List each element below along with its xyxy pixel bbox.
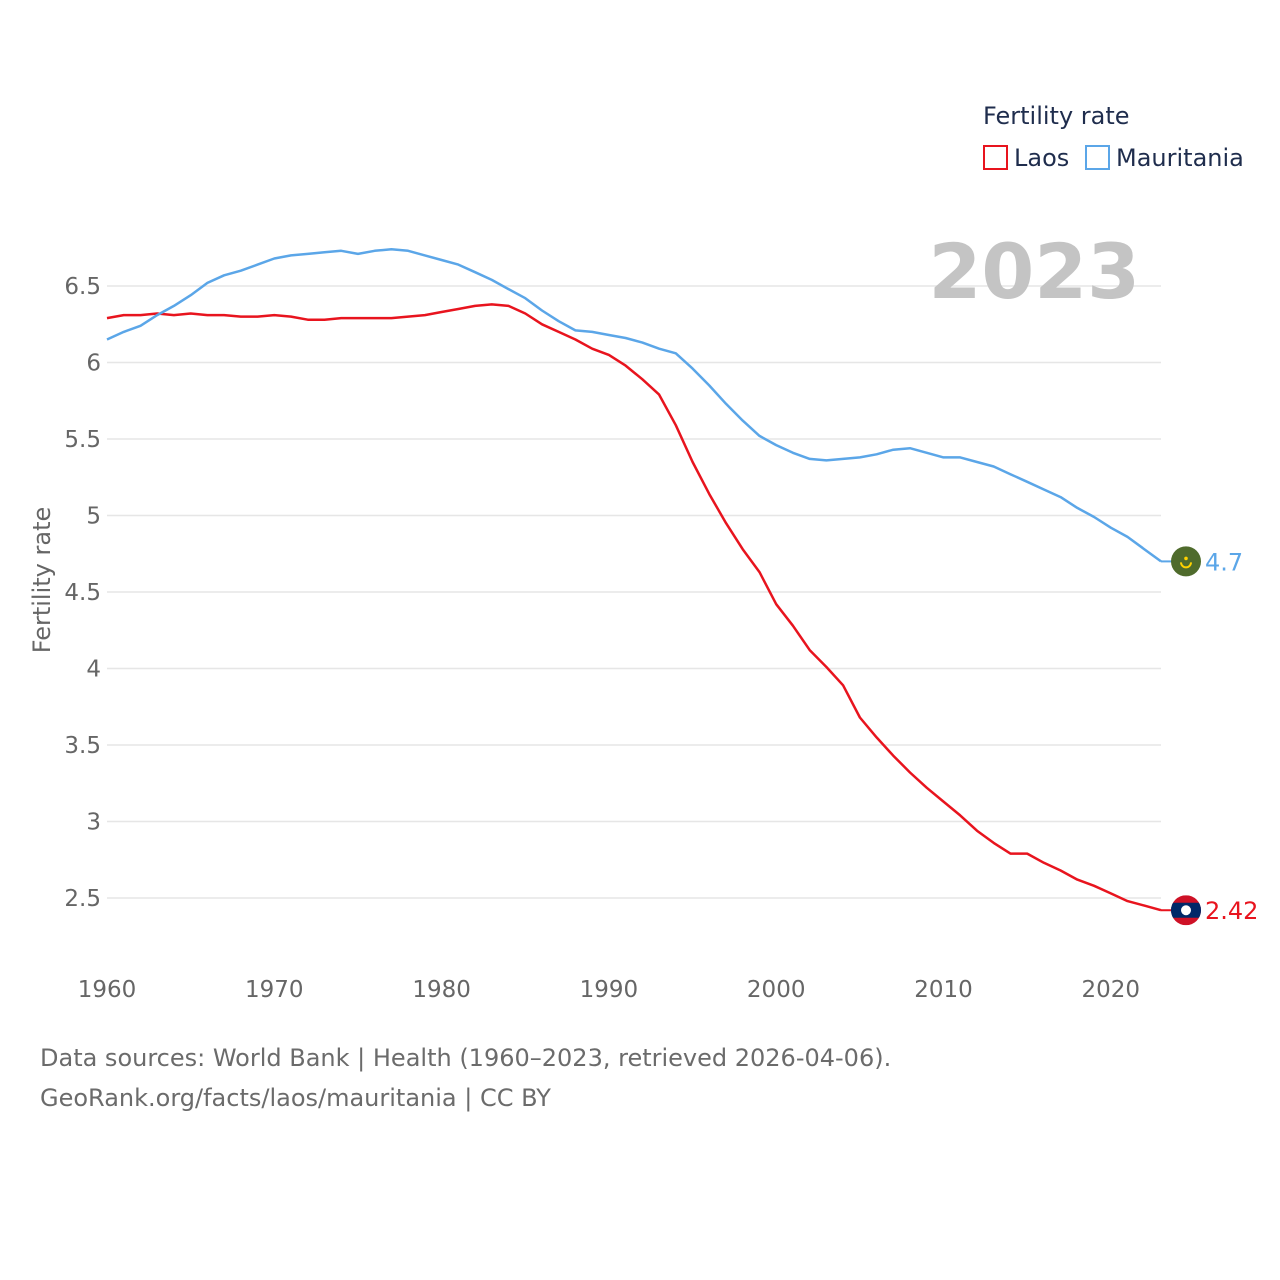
y-tick-label: 5.5 [64, 427, 101, 453]
series-line-laos[interactable] [106, 303, 1162, 912]
grid-lines [107, 285, 1161, 899]
end-value-label-mauritania: 4.7 [1205, 548, 1243, 576]
x-tick-label: 2010 [914, 977, 973, 1003]
credit-link[interactable]: GeoRank.org/facts/laos/mauritania | CC B… [40, 1084, 551, 1112]
laos-flag-icon [1171, 895, 1201, 926]
x-tick-label: 1970 [245, 977, 304, 1003]
mauritania-flag-icon [1171, 546, 1201, 577]
series-line-mauritania[interactable] [106, 248, 1162, 563]
legend-label-mauritania[interactable]: Mauritania [1116, 144, 1244, 172]
x-tick-label: 1980 [412, 977, 471, 1003]
y-tick-label: 4 [86, 657, 101, 683]
legend-swatch-mauritania[interactable] [1085, 145, 1110, 170]
end-value-label-laos: 2.42 [1205, 897, 1258, 925]
y-tick-label: 4.5 [64, 580, 101, 606]
y-tick-label: 3.5 [64, 733, 101, 759]
x-tick-label: 2020 [1082, 977, 1141, 1003]
y-axis-tick-labels: 2.5 3 3.5 4 4.5 5 5.5 6 6.5 [64, 274, 101, 912]
x-tick-label: 2000 [747, 977, 806, 1003]
y-tick-label: 6.5 [64, 274, 101, 300]
x-tick-label: 1960 [78, 977, 137, 1003]
legend: Fertility rate Laos Mauritania [983, 102, 1244, 172]
data-source-note: Data sources: World Bank | Health (1960–… [40, 1044, 892, 1072]
legend-title: Fertility rate [983, 102, 1130, 130]
y-tick-label: 5 [86, 504, 101, 530]
series-end-markers: 2.42 4.7 [1161, 546, 1258, 926]
y-tick-label: 2.5 [64, 886, 101, 912]
y-tick-label: 6 [86, 351, 101, 377]
y-axis-label: Fertility rate [28, 507, 56, 654]
year-label: 2023 [928, 227, 1140, 316]
series-group [106, 248, 1162, 912]
x-tick-label: 1990 [580, 977, 639, 1003]
legend-label-laos[interactable]: Laos [1014, 144, 1069, 172]
x-axis-tick-labels: 1960 1970 1980 1990 2000 2010 2020 [78, 977, 1140, 1003]
y-tick-label: 3 [86, 810, 101, 836]
legend-swatch-laos[interactable] [983, 145, 1008, 170]
